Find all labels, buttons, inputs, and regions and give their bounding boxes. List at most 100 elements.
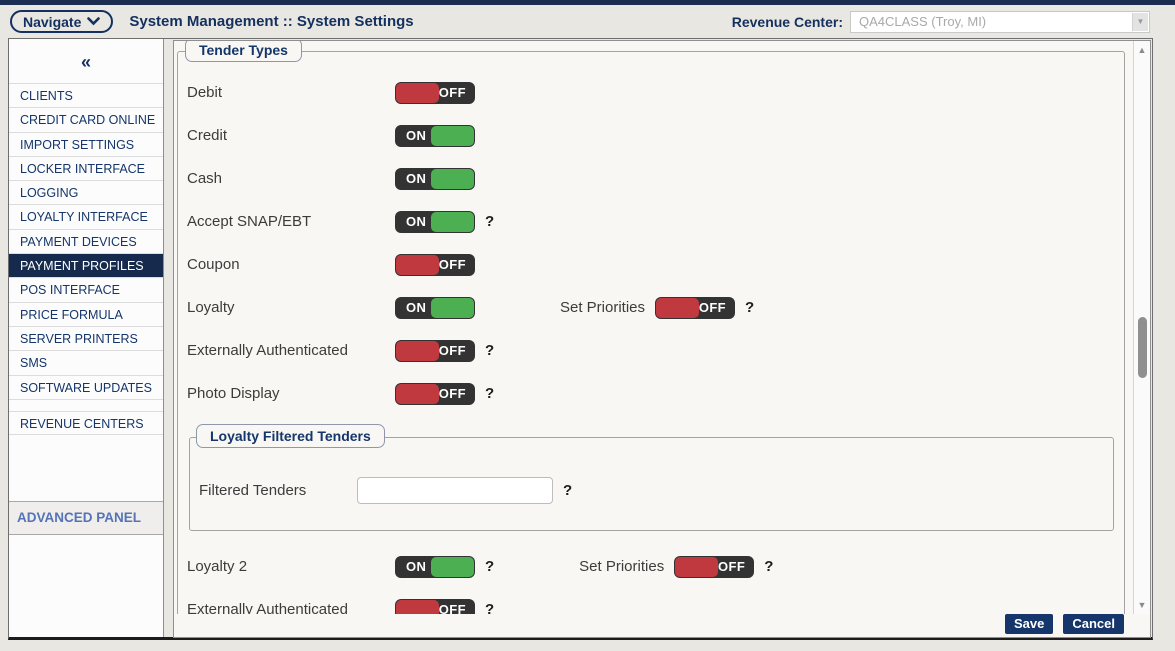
setting-row-debit: Debit OFF — [183, 71, 1118, 114]
setting-row-cash: Cash ON — [183, 157, 1118, 200]
toggle-state-label: OFF — [698, 299, 727, 315]
sidebar-item-price-formula[interactable]: PRICE FORMULA — [9, 301, 163, 326]
toggle-knob — [431, 168, 474, 189]
toggle-coupon[interactable]: OFF — [395, 253, 475, 276]
toggle-credit[interactable]: ON — [395, 124, 475, 147]
revenue-center-label: Revenue Center: — [731, 13, 843, 30]
toggle-state-label: OFF — [438, 256, 466, 272]
setting-label: Loyalty 2 — [187, 558, 248, 575]
revenue-center-group: Revenue Center: QA4CLASS (Troy, MI) ▼ — [731, 10, 1150, 33]
setting-label: Accept SNAP/EBT — [187, 213, 312, 230]
scroll-up-arrow-icon[interactable]: ▲ — [1137, 45, 1147, 55]
sidebar-item-sms[interactable]: SMS — [9, 350, 163, 374]
collapse-chevrons-icon: « — [80, 52, 91, 72]
setting-label: Cash — [187, 170, 223, 187]
toggle-loyalty-2-set-priorities[interactable]: OFF — [674, 555, 755, 578]
sidebar-item-payment-devices[interactable]: PAYMENT DEVICES — [9, 228, 163, 253]
toggle-debit[interactable]: OFF — [395, 81, 475, 104]
spacer — [183, 531, 1118, 545]
toggle-knob — [431, 556, 474, 577]
help-icon[interactable]: ? — [764, 558, 774, 575]
sidebar-item-payment-profiles[interactable]: PAYMENT PROFILES — [9, 253, 163, 278]
sidebar-item-advanced-panel[interactable]: ADVANCED PANEL — [9, 501, 163, 536]
help-icon[interactable]: ? — [745, 299, 755, 316]
cancel-button[interactable]: Cancel — [1063, 614, 1124, 634]
sidebar-item-revenue-centers[interactable]: REVENUE CENTERS — [9, 410, 163, 436]
toggle-loyalty-set-priorities[interactable]: OFF — [655, 296, 736, 319]
scroll-down-arrow-icon[interactable]: ▼ — [1137, 600, 1147, 610]
page-title: System Management :: System Settings — [129, 13, 414, 30]
setting-row-coupon: Coupon OFF — [183, 243, 1118, 286]
top-accent-strip — [0, 0, 1175, 5]
help-icon[interactable]: ? — [563, 481, 573, 499]
toggle-knob — [396, 254, 439, 275]
toggle-state-label: OFF — [718, 558, 746, 574]
setting-row-accept-snap-ebt: Accept SNAP/EBT ON? — [183, 200, 1118, 243]
sidebar-item-loyalty-interface[interactable]: LOYALTY INTERFACE — [9, 204, 163, 228]
toggle-knob — [396, 340, 439, 361]
sidebar-item-locker-interface[interactable]: LOCKER INTERFACE — [9, 155, 163, 180]
tender-types-rows: Debit OFF Credit ON Cash ON Accept SNAP/EBT ON?… — [183, 71, 1118, 415]
sidebar-item-import-settings[interactable]: IMPORT SETTINGS — [9, 131, 163, 156]
vertical-scrollbar[interactable]: ▲ ▼ — [1133, 41, 1150, 614]
help-icon[interactable]: ? — [485, 601, 495, 614]
sidebar-separator — [9, 398, 163, 411]
setting-label: Credit — [187, 127, 228, 144]
toggle-knob — [431, 297, 474, 318]
toggle-state-label: ON — [406, 213, 427, 229]
sidebar-item-server-printers[interactable]: SERVER PRINTERS — [9, 325, 163, 350]
sidebar-menu-secondary: REVENUE CENTERS — [9, 410, 163, 436]
navigate-button[interactable]: Navigate — [10, 10, 114, 33]
tender-types-legend: Tender Types — [185, 41, 302, 62]
toggle-photo-display[interactable]: OFF — [395, 382, 475, 405]
setting-row-photo-display: Photo Display OFF? — [183, 372, 1118, 415]
toggle-knob — [396, 599, 439, 614]
revenue-center-select[interactable]: QA4CLASS (Troy, MI) ▼ — [850, 10, 1150, 33]
sidebar-collapse-button[interactable]: « — [9, 39, 163, 83]
help-icon[interactable]: ? — [485, 558, 495, 575]
toggle-loyalty[interactable]: ON — [395, 296, 475, 319]
toggle-state-label: ON — [406, 127, 427, 143]
toggle-knob — [675, 556, 719, 577]
chevron-down-icon — [87, 17, 101, 26]
help-icon[interactable]: ? — [485, 385, 495, 402]
setting-label: Externally Authenticated — [187, 342, 348, 359]
filtered-tenders-input[interactable] — [357, 476, 553, 504]
setting-label: Coupon — [187, 256, 240, 273]
navigate-button-label: Navigate — [23, 13, 82, 30]
toggle-state-label: ON — [406, 299, 427, 315]
loyalty-filtered-tenders-fieldset: Loyalty Filtered Tenders Filtered Tender… — [189, 424, 1114, 531]
setting-label: Set Priorities — [560, 299, 646, 316]
toggle-knob — [656, 297, 700, 318]
settings-scroll-area[interactable]: Tender Types Debit OFF Credit ON Cash ON Accep… — [174, 41, 1133, 614]
toggle-cash[interactable]: ON — [395, 167, 475, 190]
toggle-externally-authenticated[interactable]: OFF — [395, 339, 475, 362]
toggle-state-label: ON — [406, 558, 427, 574]
sidebar-item-software-updates[interactable]: SOFTWARE UPDATES — [9, 374, 163, 399]
sidebar-item-clients[interactable]: CLIENTS — [9, 83, 163, 107]
toggle-accept-snap-ebt[interactable]: ON — [395, 210, 475, 233]
footer-actions: Save Cancel — [1004, 614, 1124, 634]
toggle-state-label: OFF — [438, 342, 466, 358]
toggle-loyalty-2[interactable]: ON — [395, 555, 475, 578]
main-frame: « CLIENTS CREDIT CARD ONLINE IMPORT SETTIN… — [8, 38, 1153, 640]
help-icon[interactable]: ? — [485, 213, 495, 230]
secondary-setting-set-priorities: Set Priorities OFF? — [579, 555, 774, 578]
scrollbar-thumb[interactable] — [1138, 317, 1147, 378]
help-icon[interactable]: ? — [485, 342, 495, 359]
sidebar-item-credit-card-online[interactable]: CREDIT CARD ONLINE — [9, 107, 163, 131]
toggle-state-label: OFF — [438, 601, 466, 615]
toggle-externally-authenticated[interactable]: OFF — [395, 598, 475, 615]
setting-row-loyalty: Loyalty ON Set Priorities OFF? — [183, 286, 1118, 329]
toggle-knob — [396, 383, 439, 404]
dropdown-arrow-icon[interactable]: ▼ — [1132, 12, 1148, 31]
setting-label: Photo Display — [187, 385, 280, 402]
filtered-tenders-row: Filtered Tenders ? — [194, 467, 1113, 513]
sidebar-item-logging[interactable]: LOGGING — [9, 180, 163, 204]
save-button[interactable]: Save — [1004, 614, 1054, 634]
sidebar-item-pos-interface[interactable]: POS INTERFACE — [9, 277, 163, 301]
setting-label: Set Priorities — [579, 558, 665, 575]
filtered-tenders-label: Filtered Tenders — [199, 481, 307, 499]
sidebar-menu: CLIENTS CREDIT CARD ONLINE IMPORT SETTINGS… — [9, 83, 163, 399]
setting-label: Externally Authenticated — [187, 601, 348, 614]
